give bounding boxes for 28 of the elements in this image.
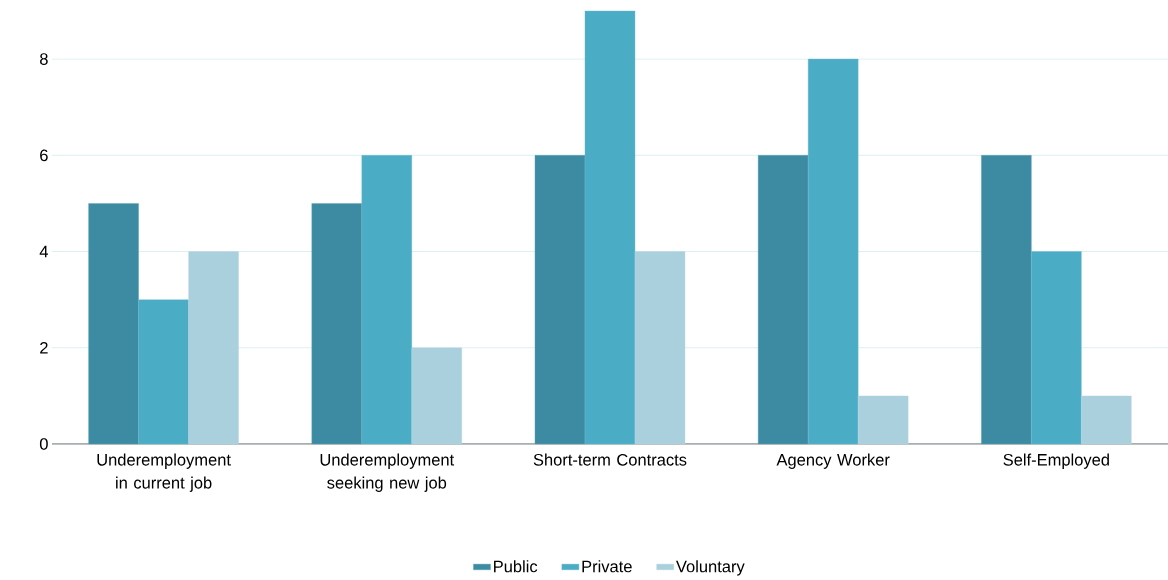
y-tick-label: 4 [39,245,48,258]
bar [634,251,686,445]
bar [1081,395,1132,445]
y-tick-label: 8 [40,53,48,65]
x-tick-label: Agency Worker [776,453,890,469]
bar [757,155,809,445]
bar [138,299,189,445]
bar [88,203,139,445]
x-tick-label: Underemployment in current job [97,453,231,492]
x-tick-label: Underemployment seeking new job [320,453,455,492]
y-tick-label: 2 [40,342,48,354]
legend-label: Public [494,560,538,573]
bar [807,58,859,445]
legend-label: Voluntary [676,560,745,576]
x-tick-label: Short-term Contracts [533,453,687,466]
bar [857,395,909,445]
y-tick-label: 0 [39,438,48,450]
legend-label: Private [582,560,632,573]
bar [361,155,412,445]
x-tick-label: Self-Employed [1003,453,1109,469]
y-tick-label: 6 [40,149,48,162]
bar [311,203,362,445]
bar [188,251,239,445]
bar [981,155,1032,445]
bar [584,10,636,445]
bar [1031,251,1082,445]
bar [411,347,462,445]
bar [534,155,586,445]
